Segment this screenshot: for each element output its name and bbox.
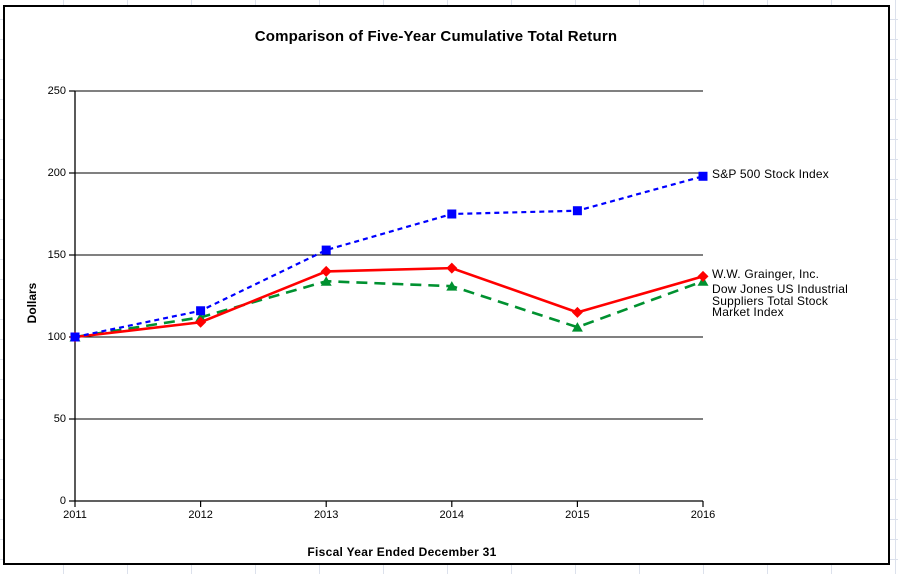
legend-label-dow-jones-us-industrial-suppliers-total-stock-market-index: Dow Jones US Industrial Suppliers Total S… [712, 282, 848, 320]
square-marker-s-p-500-stock-index [321, 245, 331, 255]
y-tick-label: 50 [53, 413, 66, 425]
x-tick-label: 2012 [188, 509, 213, 521]
series-line-w-w-grainger-inc [74, 266, 704, 339]
square-marker-s-p-500-stock-index [698, 171, 708, 181]
series-line-s-p-500-stock-index [74, 175, 704, 339]
legend-label-line: Dow Jones US Industrial [712, 282, 848, 297]
diamond-marker-w-w-grainger-inc [195, 316, 207, 328]
x-tick-label: 2013 [313, 509, 339, 521]
diamond-marker-w-w-grainger-inc [697, 270, 709, 282]
chart-title: Comparison of Five-Year Cumulative Total… [254, 28, 618, 45]
x-tick-label: 2015 [565, 509, 590, 521]
y-tick-label: 0 [59, 495, 66, 507]
triangle-marker-dow-jones-us-industrial-suppliers-total-stock-market-index [446, 281, 458, 291]
diamond-marker-w-w-grainger-inc [320, 265, 332, 277]
square-marker-s-p-500-stock-index [196, 306, 206, 316]
diamond-marker-w-w-grainger-inc [446, 262, 458, 274]
y-tick-label: 250 [47, 85, 66, 97]
triangle-marker-dow-jones-us-industrial-suppliers-total-stock-market-index [320, 276, 332, 286]
legend-label-line: W.W. Grainger, Inc. [712, 267, 820, 282]
y-tick-label: 100 [47, 331, 66, 343]
x-tick-label: 2016 [690, 509, 716, 521]
x-axis-title: Fiscal Year Ended December 31 [307, 545, 497, 559]
x-tick-label: 2011 [63, 509, 87, 521]
series-line-dow-jones-us-industrial-suppliers-total-stock-market-index [74, 279, 704, 339]
square-marker-s-p-500-stock-index [572, 206, 582, 216]
legend-label-w-w-grainger-inc: W.W. Grainger, Inc. [712, 269, 819, 281]
square-marker-s-p-500-stock-index [447, 209, 457, 219]
legend-label-line: Suppliers Total Stock [712, 293, 829, 308]
diamond-marker-w-w-grainger-inc [571, 306, 583, 318]
legend-label-s-p-500-stock-index: S&P 500 Stock Index [712, 169, 829, 181]
legend-label-line: Market Index [712, 305, 784, 320]
legend-label-line: S&P 500 Stock Index [712, 167, 829, 182]
y-tick-label: 150 [47, 249, 66, 261]
y-tick-label: 200 [47, 167, 66, 179]
x-tick-label: 2014 [439, 509, 465, 521]
triangle-marker-dow-jones-us-industrial-suppliers-total-stock-market-index [571, 322, 583, 332]
square-marker-s-p-500-stock-index [70, 332, 80, 342]
